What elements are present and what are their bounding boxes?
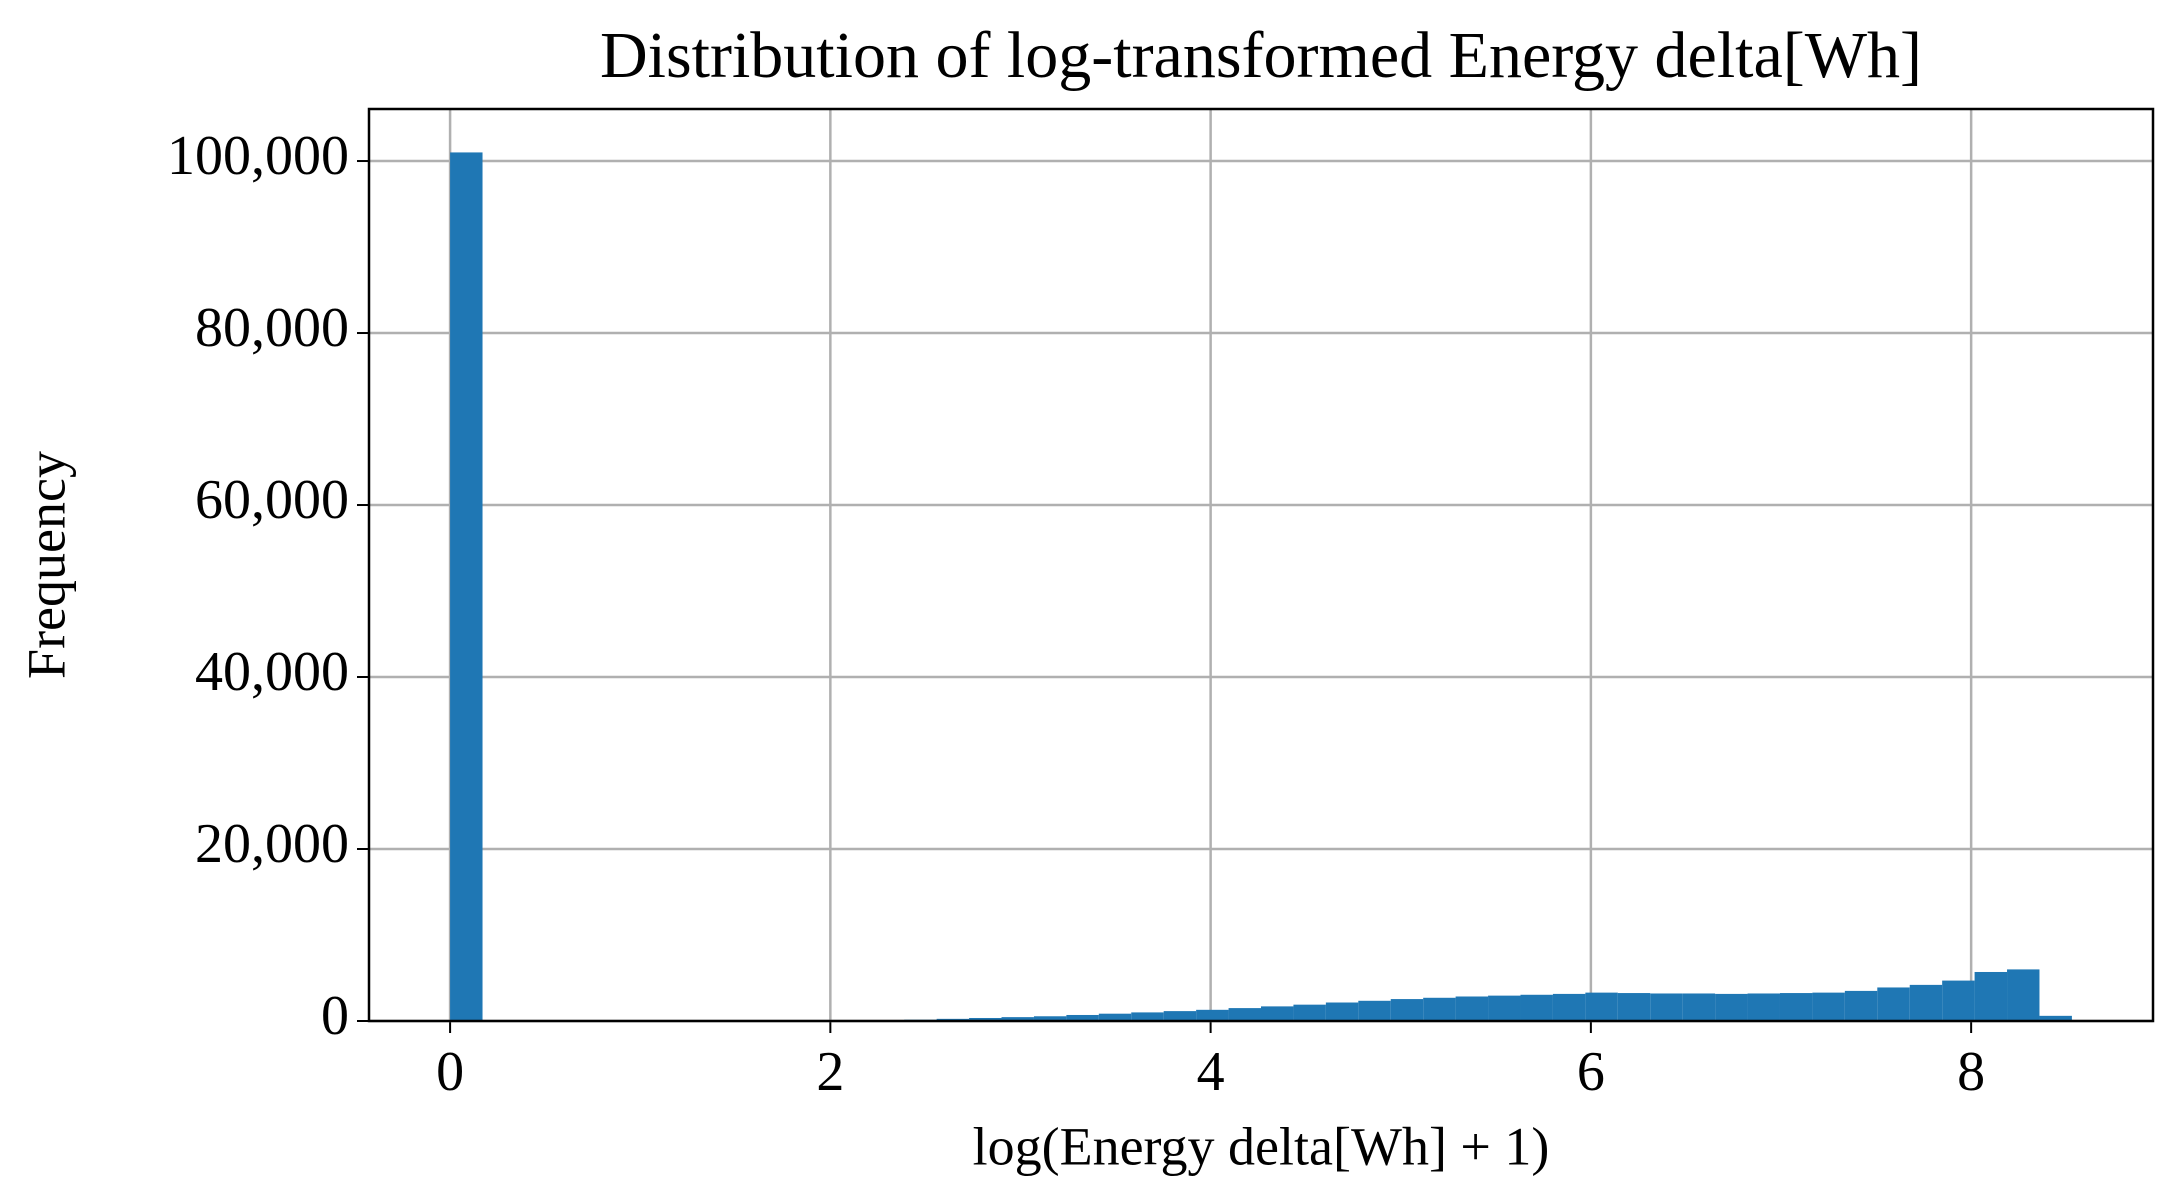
bar xyxy=(1552,993,1586,1021)
chart-title: Distribution of log-transformed Energy d… xyxy=(600,19,1922,92)
x-axis-label: log(Energy delta[Wh] + 1) xyxy=(973,1116,1550,1176)
x-tick-label: 8 xyxy=(1957,1041,1985,1103)
bar xyxy=(1455,996,1489,1021)
bar xyxy=(1098,1013,1132,1021)
y-tick-label: 0 xyxy=(321,985,349,1047)
bar xyxy=(1520,994,1553,1021)
bar xyxy=(450,152,483,1021)
bar xyxy=(1909,984,1943,1021)
bar xyxy=(1617,993,1651,1021)
bar xyxy=(969,1017,1002,1021)
bar xyxy=(1974,971,2008,1021)
bar xyxy=(1228,1008,1261,1021)
y-tick-label: 100,000 xyxy=(167,125,349,187)
bar xyxy=(1033,1016,1067,1021)
bar xyxy=(2007,969,2040,1021)
x-tick-label: 2 xyxy=(816,1041,844,1103)
bar xyxy=(1066,1014,1099,1021)
bar xyxy=(1682,993,1716,1021)
x-tick-label: 4 xyxy=(1197,1041,1225,1103)
y-tick-label: 40,000 xyxy=(195,641,349,703)
y-tick-label: 20,000 xyxy=(195,813,349,875)
bar xyxy=(2039,1015,2072,1021)
bar xyxy=(1196,1009,1229,1021)
bar xyxy=(1390,999,1424,1021)
bar xyxy=(1942,980,1975,1021)
bar xyxy=(1163,1011,1197,1021)
x-tick-label: 6 xyxy=(1577,1041,1605,1103)
bar xyxy=(1488,995,1521,1021)
bar xyxy=(1747,993,1780,1021)
y-tick-label: 80,000 xyxy=(195,297,349,359)
bar xyxy=(1423,997,1456,1021)
plot-frame xyxy=(367,107,2155,1023)
bar xyxy=(1261,1006,1294,1021)
y-tick-label: 60,000 xyxy=(195,469,349,531)
bar xyxy=(1358,1000,1391,1021)
bar xyxy=(1001,1017,1034,1021)
y-axis-label: Frequency xyxy=(16,451,76,679)
bar xyxy=(1293,1004,1326,1021)
x-tick-label: 0 xyxy=(436,1041,464,1103)
bar xyxy=(1715,993,1748,1021)
bar xyxy=(1131,1012,1164,1021)
bar xyxy=(1585,992,1618,1021)
bar xyxy=(1325,1002,1359,1021)
bar xyxy=(1650,993,1683,1021)
bar xyxy=(1877,987,1910,1021)
bar xyxy=(1844,990,1878,1021)
bar xyxy=(1779,993,1813,1021)
bar xyxy=(1812,992,1845,1021)
